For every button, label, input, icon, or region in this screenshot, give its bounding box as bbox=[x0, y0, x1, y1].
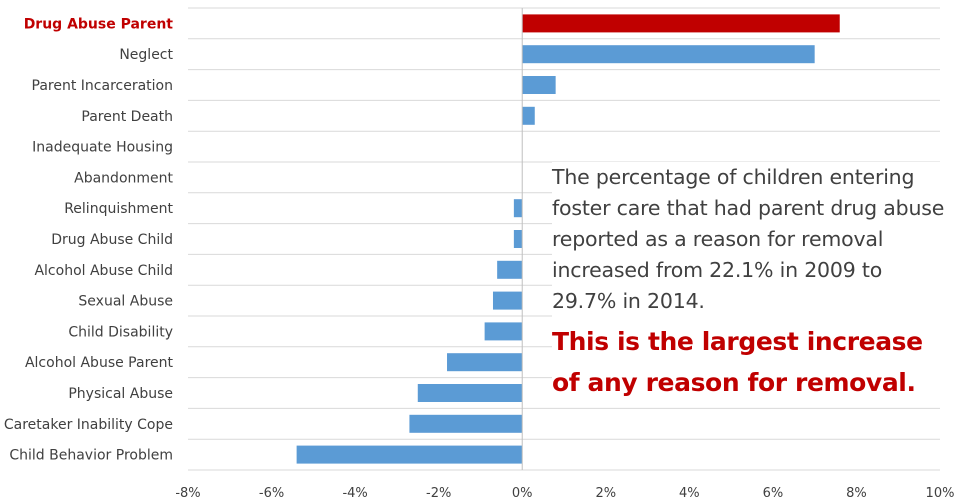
x-tick-label: 2% bbox=[595, 486, 616, 500]
category-label: Relinquishment bbox=[64, 201, 173, 217]
category-label: Child Disability bbox=[68, 324, 173, 340]
x-tick-label: -6% bbox=[259, 486, 284, 500]
category-label: Alcohol Abuse Parent bbox=[25, 355, 174, 371]
category-label: Inadequate Housing bbox=[32, 140, 173, 156]
category-label: Sexual Abuse bbox=[78, 294, 173, 310]
bar-child-behavior-problem bbox=[296, 445, 523, 464]
x-tick-label: 8% bbox=[846, 486, 867, 500]
category-label: Drug Abuse Parent bbox=[24, 16, 174, 32]
x-tick-label: -8% bbox=[175, 486, 200, 500]
bar-sexual-abuse bbox=[492, 291, 523, 310]
x-tick-label: 0% bbox=[512, 486, 533, 500]
category-labels: Drug Abuse Parent Neglect Parent Incarcera… bbox=[4, 16, 174, 463]
bars bbox=[296, 14, 840, 464]
category-label: Alcohol Abuse Child bbox=[34, 263, 173, 279]
x-tick-label: 10% bbox=[926, 486, 955, 500]
bar-parent-death bbox=[522, 106, 535, 125]
bar-alcohol-abuse-child bbox=[497, 260, 523, 279]
category-label: Neglect bbox=[119, 47, 173, 63]
annotation-box: The percentage of children entering fost… bbox=[552, 162, 952, 403]
x-tick-label: 4% bbox=[679, 486, 700, 500]
annotation-highlight-line-2: of any reason for removal. bbox=[552, 368, 916, 397]
bar-drug-abuse-child bbox=[513, 230, 523, 248]
bar-neglect bbox=[522, 45, 815, 64]
bar-relinquishment bbox=[513, 199, 523, 218]
x-tick-labels: -8% -6% -4% -2% 0% 2% 4% 6% 8% 10% bbox=[175, 486, 954, 500]
bar-parent-incarceration bbox=[522, 76, 556, 94]
x-tick-label: 6% bbox=[763, 486, 784, 500]
category-label: Abandonment bbox=[74, 170, 173, 186]
x-tick-label: -2% bbox=[426, 486, 451, 500]
annotation-text: The percentage of children entering fost… bbox=[552, 165, 945, 313]
category-label: Physical Abuse bbox=[68, 386, 173, 402]
category-label: Drug Abuse Child bbox=[51, 232, 173, 248]
bar-drug-abuse-parent bbox=[522, 14, 840, 33]
bar-child-disability bbox=[484, 322, 523, 341]
bar-caretaker-inability-cope bbox=[409, 414, 523, 433]
annotation-highlight-line-1: This is the largest increase bbox=[552, 327, 923, 356]
category-label: Parent Death bbox=[81, 109, 173, 125]
x-tick-label: -4% bbox=[342, 486, 367, 500]
category-label: Child Behavior Problem bbox=[9, 448, 173, 464]
bar-physical-abuse bbox=[417, 384, 523, 402]
annotation-highlight: This is the largest increase of any reas… bbox=[552, 321, 952, 403]
bar-alcohol-abuse-parent bbox=[447, 353, 523, 372]
category-label: Parent Incarceration bbox=[32, 78, 173, 94]
category-label: Caretaker Inability Cope bbox=[4, 417, 173, 433]
